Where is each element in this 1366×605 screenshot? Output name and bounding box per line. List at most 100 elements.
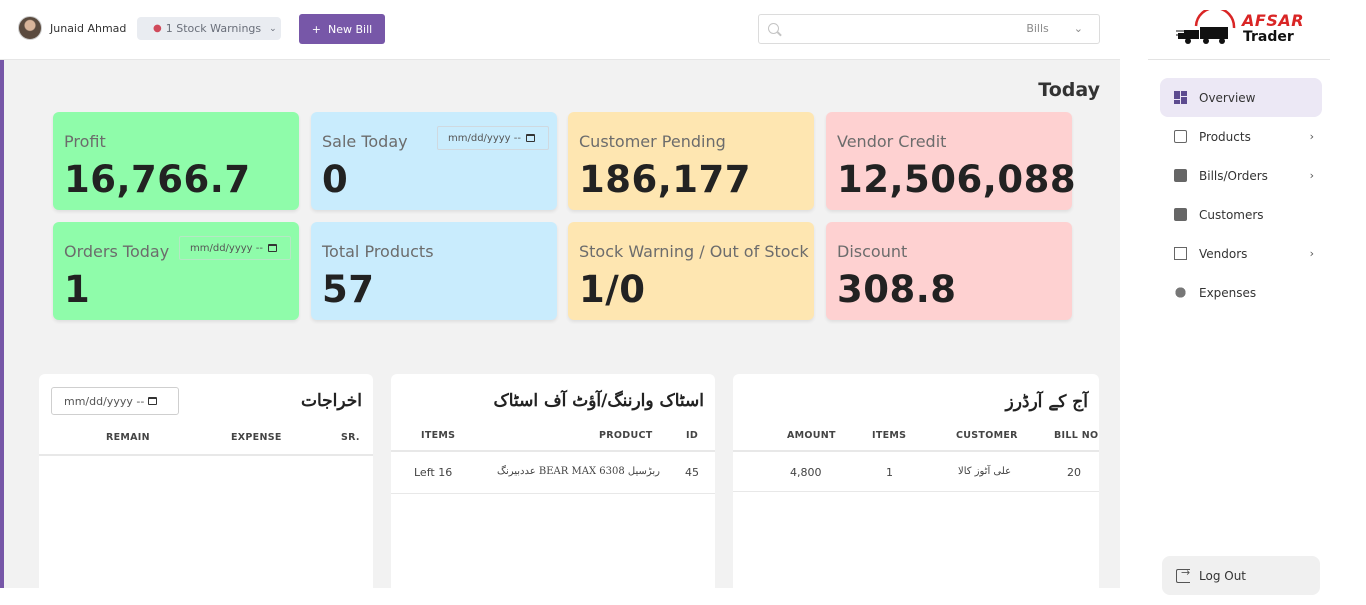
table-header: ITEMS PRODUCT ID	[391, 426, 715, 452]
card-label: Stock Warning / Out of Stock	[579, 242, 809, 261]
card-label: Discount	[837, 242, 908, 261]
bell-icon: ●	[153, 23, 162, 34]
logo-text-sub: Trader	[1243, 29, 1294, 45]
new-bill-label: New Bill	[328, 22, 373, 36]
logout-button[interactable]: Log Out	[1162, 556, 1320, 595]
panel-title: اخراجات	[300, 391, 362, 411]
expenses-date-input[interactable]: mm/dd/yyyy --	[51, 387, 179, 415]
panel-title: اسٹاک وارننگ/آؤٹ آف اسٹاک	[493, 391, 704, 411]
logo[interactable]: AFSAR Trader	[1176, 6, 1316, 50]
column-header: PRODUCT	[599, 430, 653, 441]
calendar-icon[interactable]	[525, 134, 535, 142]
page-title: Today	[1038, 79, 1100, 101]
card-value: 1	[64, 268, 91, 311]
column-header: CUSTOMER	[956, 430, 1018, 441]
sidebar-item-overview[interactable]: Overview	[1160, 78, 1322, 117]
table-row[interactable]: Left 16 عددبیرنگ BEAR MAX 6308 ربڑسیل 45	[391, 454, 715, 494]
logo-text-brand: AFSAR	[1242, 11, 1305, 30]
calendar-icon[interactable]	[148, 397, 158, 405]
column-header: ID	[686, 430, 699, 441]
stock-warning-panel: اسٹاک وارننگ/آؤٹ آف اسٹاک ITEMS PRODUCT …	[391, 374, 715, 588]
user-menu[interactable]: Junaid Ahmad	[18, 16, 126, 40]
divider	[1148, 59, 1330, 60]
date-placeholder: mm/dd/yyyy --	[448, 132, 521, 144]
box-icon	[1174, 130, 1187, 143]
card-orders-today: Orders Today 1 mm/dd/yyyy --	[53, 222, 299, 320]
user-name: Junaid Ahmad	[50, 21, 127, 35]
card-value: 0	[322, 158, 349, 201]
panel-title: آج کے آرڈرز	[1005, 392, 1088, 412]
chevron-right-icon: ›	[1309, 169, 1314, 182]
cell-items: Left 16	[414, 466, 453, 479]
avatar	[18, 16, 42, 40]
card-label: Vendor Credit	[837, 132, 947, 151]
column-header: AMOUNT	[787, 430, 836, 441]
cell-id: 45	[685, 466, 699, 479]
search-scope-label: Bills	[1026, 22, 1049, 35]
table-header: REMAIN EXPENSE SR.	[39, 430, 373, 456]
sidebar-item-expenses[interactable]: Expenses	[1160, 273, 1322, 312]
sidebar-item-vendors[interactable]: Vendors ›	[1160, 234, 1322, 273]
cell-customer: علی آٹوز کالا	[958, 466, 1012, 477]
sidebar-item-customers[interactable]: Customers	[1160, 195, 1322, 234]
sidebar: AFSAR Trader Overview Products › Bills/O…	[1120, 0, 1366, 605]
stock-warning-dropdown[interactable]: ● 1 Stock Warnings ⌄	[137, 17, 281, 40]
sidebar-item-label: Expenses	[1199, 285, 1257, 300]
cell-amount: 4,800	[790, 466, 822, 479]
cell-items: 1	[886, 466, 893, 479]
column-header: BILL NO	[1054, 430, 1099, 441]
sidebar-item-label: Overview	[1199, 90, 1256, 105]
sidebar-item-products[interactable]: Products ›	[1160, 117, 1322, 156]
card-value: 308.8	[837, 268, 957, 311]
card-value: 1/0	[579, 268, 646, 311]
cell-bill-no: 20	[1067, 466, 1081, 479]
dashboard-main: Today Profit 16,766.7 Sale Today 0 mm/dd…	[0, 60, 1120, 588]
chevron-down-icon: ⌄	[269, 23, 277, 34]
new-bill-button[interactable]: + New Bill	[299, 14, 385, 44]
card-value: 186,177	[579, 158, 752, 201]
card-total-products: Total Products 57	[311, 222, 557, 320]
column-header: REMAIN	[106, 432, 150, 443]
date-placeholder: mm/dd/yyyy --	[190, 242, 263, 254]
card-label: Profit	[64, 132, 106, 151]
chevron-down-icon: ⌄	[1073, 22, 1083, 35]
cell-product: عددبیرنگ BEAR MAX 6308 ربڑسیل	[497, 466, 660, 477]
card-sale-today: Sale Today 0 mm/dd/yyyy --	[311, 112, 557, 210]
column-header: ITEMS	[872, 430, 907, 441]
todays-orders-panel: آج کے آرڈرز AMOUNT ITEMS CUSTOMER BILL N…	[733, 374, 1099, 588]
sidebar-item-label: Bills/Orders	[1199, 168, 1268, 183]
building-icon	[1174, 247, 1187, 260]
sale-date-input[interactable]: mm/dd/yyyy --	[437, 126, 549, 150]
card-label: Total Products	[322, 242, 434, 261]
truck-logo-icon	[1176, 6, 1236, 44]
column-header: ITEMS	[421, 430, 456, 441]
search-icon	[768, 23, 779, 34]
card-label: Sale Today	[322, 132, 408, 151]
card-label: Customer Pending	[579, 132, 726, 151]
bottom-strip	[0, 588, 1120, 605]
sidebar-item-label: Products	[1199, 129, 1251, 144]
chevron-right-icon: ›	[1309, 130, 1314, 143]
table-row[interactable]: 4,800 1 علی آٹوز کالا 20	[733, 452, 1099, 492]
search-input[interactable]: Bills ⌄	[758, 14, 1100, 44]
table-header: AMOUNT ITEMS CUSTOMER BILL NO	[733, 426, 1099, 452]
coins-icon	[1174, 286, 1187, 299]
card-label: Orders Today	[64, 242, 170, 261]
card-value: 16,766.7	[64, 158, 251, 201]
calendar-icon[interactable]	[267, 244, 277, 252]
orders-date-input[interactable]: mm/dd/yyyy --	[179, 236, 291, 260]
grid-icon	[1174, 91, 1187, 104]
card-value: 12,506,088	[837, 158, 1077, 201]
plus-icon: +	[311, 22, 321, 36]
id-card-icon	[1174, 208, 1187, 221]
card-stock-warning: Stock Warning / Out of Stock 1/0	[568, 222, 814, 320]
sidebar-item-bills-orders[interactable]: Bills/Orders ›	[1160, 156, 1322, 195]
stock-warning-label: 1 Stock Warnings	[165, 22, 262, 35]
chevron-right-icon: ›	[1309, 247, 1314, 260]
search-scope-select[interactable]: Bills ⌄	[1026, 22, 1083, 35]
card-discount: Discount 308.8	[826, 222, 1072, 320]
sidebar-nav: Overview Products › Bills/Orders › Custo…	[1160, 78, 1322, 312]
card-profit: Profit 16,766.7	[53, 112, 299, 210]
sidebar-item-label: Customers	[1199, 207, 1264, 222]
